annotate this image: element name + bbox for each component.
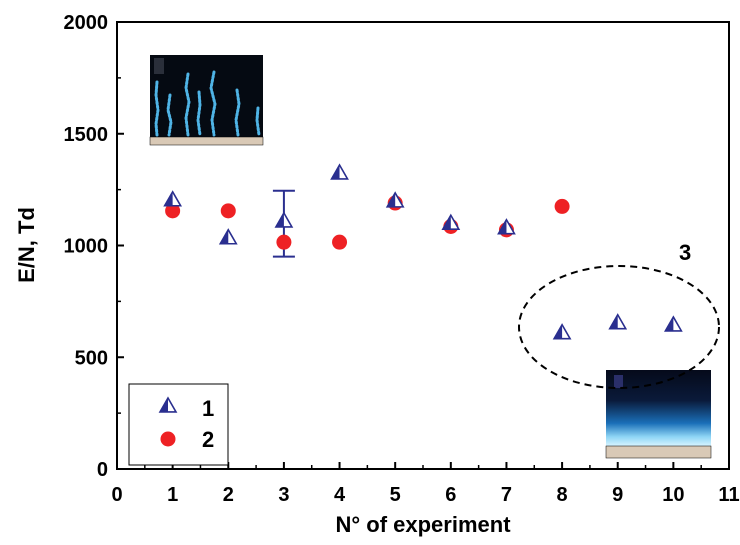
- marker-fill: [164, 191, 173, 206]
- series-1-point: [330, 163, 349, 180]
- inset-diffuse-discharge: [605, 370, 712, 459]
- legend-marker-series-2: [160, 431, 176, 447]
- x-tick-label: 8: [557, 484, 568, 506]
- x-tick-label: 7: [501, 484, 512, 506]
- series-1-point: [663, 315, 683, 332]
- series-1-point: [218, 228, 238, 245]
- x-tick-label: 5: [390, 484, 401, 506]
- legend: 1 2: [128, 383, 229, 466]
- y-tick-label: 1500: [64, 124, 109, 146]
- x-tick-label: 6: [445, 484, 456, 506]
- y-axis: 0 500 1000 1500 2000: [64, 12, 124, 481]
- y-tick-label: 1000: [64, 236, 109, 258]
- legend-label-series-2: 2: [202, 427, 214, 452]
- series-1-point: [497, 218, 516, 235]
- marker-fill: [220, 229, 229, 244]
- x-tick-label: 2: [223, 484, 234, 506]
- marker-fill: [442, 215, 451, 230]
- marker-fill: [387, 192, 396, 207]
- annotation-label: 3: [679, 240, 691, 265]
- marker-fill: [609, 314, 618, 329]
- series-1-point: [552, 323, 572, 340]
- x-axis-title: N° of experiment: [335, 512, 511, 537]
- series-2-point: [220, 203, 236, 219]
- y-tick-label: 500: [75, 347, 108, 369]
- series-2-point: [554, 198, 570, 214]
- legend-circle: [160, 431, 176, 447]
- x-tick-label: 3: [278, 484, 289, 506]
- marker-fill: [554, 324, 563, 339]
- legend-label-series-1: 1: [202, 396, 214, 421]
- legend-triangle: [158, 396, 178, 413]
- annotation-ellipse: [518, 265, 720, 389]
- series-2-point: [276, 234, 292, 250]
- series-1-point: [274, 211, 294, 228]
- inset-filamentary-discharge: [149, 55, 264, 146]
- series-1-point: [163, 190, 183, 207]
- series-2-point: [165, 203, 181, 219]
- series-1-point: [385, 191, 405, 208]
- x-axis: 0 1 2 3 4 5 6 7 8 9 10 11: [111, 462, 740, 506]
- series-1-points: [163, 163, 683, 340]
- marker-fill: [160, 398, 168, 412]
- marker-fill: [331, 164, 340, 179]
- marker-fill: [498, 219, 507, 234]
- legend-box: [128, 383, 229, 466]
- y-axis-title: E/N, Td: [14, 207, 39, 283]
- legend-marker-series-1: [158, 396, 178, 413]
- x-tick-label: 9: [612, 484, 623, 506]
- x-tick-label: 4: [334, 484, 346, 506]
- marker-fill: [665, 316, 674, 331]
- y-tick-label: 0: [97, 459, 108, 481]
- y-tick-label: 2000: [64, 12, 109, 34]
- x-tick-label: 10: [662, 484, 684, 506]
- x-tick-label: 11: [718, 484, 739, 506]
- series-1-point: [608, 313, 628, 330]
- series-1-point: [441, 213, 461, 231]
- series-2-point: [332, 234, 348, 250]
- marker-fill: [275, 213, 284, 227]
- x-tick-label: 0: [111, 484, 122, 506]
- x-tick-label: 1: [167, 484, 178, 506]
